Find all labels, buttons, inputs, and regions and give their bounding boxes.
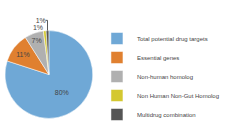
svg-text:Multidrug combination: Multidrug combination: [137, 112, 196, 118]
svg-text:11%: 11%: [16, 51, 30, 58]
svg-text:Essential genes: Essential genes: [137, 55, 179, 61]
svg-text:Total potential drug targets: Total potential drug targets: [137, 36, 208, 42]
svg-text:1%: 1%: [33, 24, 43, 31]
svg-text:Non-human homolog: Non-human homolog: [137, 74, 193, 80]
svg-text:7%: 7%: [32, 37, 42, 44]
svg-text:Non Human Non-Gut Homolog: Non Human Non-Gut Homolog: [137, 93, 219, 99]
svg-text:1%: 1%: [36, 17, 46, 24]
svg-text:80%: 80%: [55, 89, 69, 96]
